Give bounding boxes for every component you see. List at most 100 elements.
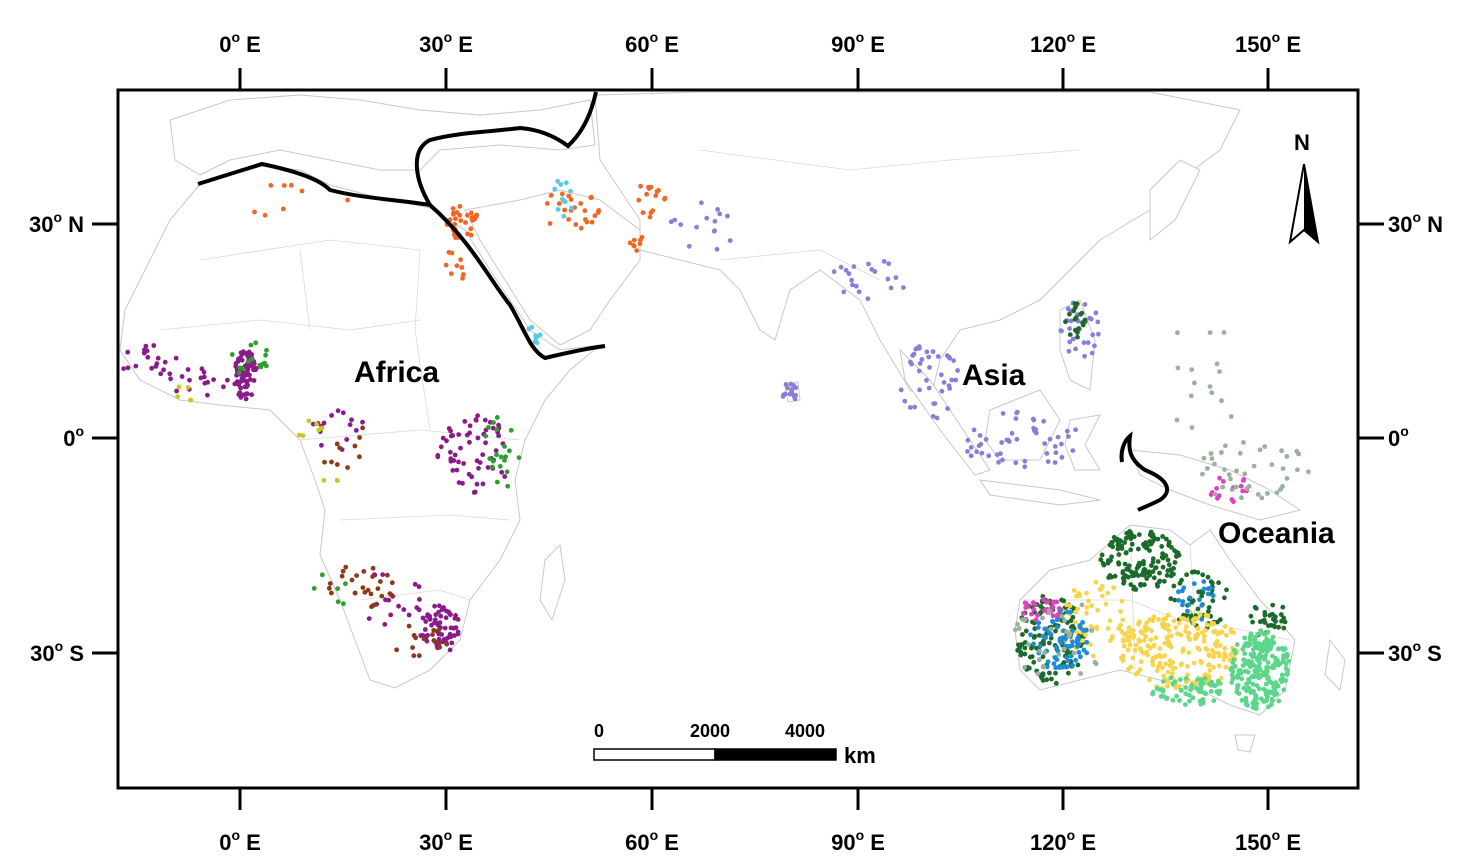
- occurrence-point: [1213, 642, 1219, 647]
- occurrence-point: [699, 200, 704, 206]
- occurrence-point: [1052, 655, 1058, 661]
- occurrence-point: [1229, 629, 1234, 635]
- occurrence-point: [1206, 662, 1211, 668]
- occurrence-point: [1128, 536, 1134, 542]
- north-arrow: N: [1288, 130, 1320, 245]
- occurrence-point: [1201, 455, 1207, 461]
- occurrence-point: [1278, 487, 1283, 492]
- occurrence-point: [1150, 569, 1156, 575]
- occurrence-point: [1231, 657, 1237, 663]
- occurrence-point: [717, 211, 723, 217]
- occurrence-point: [1248, 631, 1254, 637]
- occurrence-point: [1099, 583, 1105, 589]
- occurrence-point: [1147, 617, 1153, 623]
- occurrence-point: [1022, 617, 1028, 623]
- occurrence-point: [322, 459, 327, 465]
- occurrence-point: [1189, 569, 1195, 575]
- occurrence-point: [1159, 544, 1165, 549]
- occurrence-point: [1075, 662, 1081, 668]
- occurrence-point: [1136, 546, 1141, 552]
- occurrence-point: [1073, 346, 1078, 352]
- occurrence-point: [1047, 436, 1053, 442]
- lat-label-left: 0o: [63, 423, 84, 451]
- occurrence-point: [243, 365, 249, 370]
- occurrence-point: [1126, 666, 1131, 672]
- occurrence-point: [1257, 619, 1263, 625]
- occurrence-point: [1211, 665, 1216, 670]
- occurrence-point: [1075, 334, 1080, 340]
- occurrence-point: [1042, 441, 1048, 446]
- occurrence-point: [444, 438, 449, 444]
- occurrence-point: [455, 617, 461, 622]
- occurrence-point: [199, 366, 205, 372]
- occurrence-point: [482, 417, 488, 423]
- occurrence-point: [1009, 430, 1015, 436]
- occurrence-point: [1069, 643, 1075, 648]
- occurrence-point: [1217, 643, 1223, 648]
- occurrence-point: [1281, 625, 1287, 631]
- occurrence-point: [198, 375, 204, 381]
- occurrence-point: [1075, 606, 1081, 612]
- scale-bar: 0 2000 4000 km: [593, 721, 876, 768]
- occurrence-point: [1063, 319, 1068, 325]
- occurrence-point: [1056, 652, 1062, 657]
- occurrence-point: [465, 231, 470, 237]
- occurrence-point: [1210, 598, 1216, 604]
- occurrence-point: [1128, 582, 1134, 587]
- occurrence-point: [1090, 653, 1096, 659]
- occurrence-point: [578, 225, 584, 231]
- occurrence-point: [487, 456, 493, 461]
- occurrence-point: [353, 428, 359, 433]
- occurrence-point: [1043, 626, 1049, 632]
- occurrence-point: [1207, 384, 1213, 389]
- occurrence-point: [1170, 666, 1176, 671]
- occurrence-point: [457, 212, 463, 218]
- occurrence-point: [1119, 629, 1125, 634]
- occurrence-point: [1189, 599, 1195, 605]
- occurrence-point: [268, 183, 274, 188]
- occurrence-point: [434, 620, 439, 626]
- occurrence-point: [310, 421, 316, 427]
- occurrence-point: [646, 184, 651, 190]
- occurrence-point: [1205, 574, 1211, 580]
- occurrence-point: [881, 259, 887, 264]
- occurrence-point: [1257, 652, 1263, 658]
- occurrence-point: [1076, 326, 1082, 331]
- occurrence-point: [423, 619, 429, 624]
- occurrence-point: [1012, 627, 1018, 633]
- occurrence-point: [1040, 654, 1046, 660]
- occurrence-point: [299, 188, 305, 194]
- north-arrow-label: N: [1294, 130, 1310, 155]
- occurrence-point: [1265, 638, 1271, 643]
- occurrence-point: [1140, 650, 1146, 656]
- occurrence-point: [1155, 559, 1161, 564]
- occurrence-point: [1116, 560, 1121, 566]
- occurrence-point: [555, 207, 561, 212]
- occurrence-point: [461, 461, 466, 466]
- occurrence-point: [1215, 631, 1221, 637]
- occurrence-point: [1176, 598, 1182, 603]
- occurrence-point: [321, 420, 327, 426]
- occurrence-point: [953, 377, 959, 383]
- occurrence-point: [334, 441, 340, 447]
- occurrence-point: [978, 441, 984, 447]
- occurrence-point: [1267, 679, 1273, 685]
- occurrence-point: [1183, 685, 1189, 690]
- occurrence-point: [1223, 632, 1229, 638]
- occurrence-point: [505, 483, 511, 489]
- occurrence-point: [1053, 670, 1058, 676]
- occurrence-point: [1147, 572, 1153, 578]
- occurrence-point: [1164, 635, 1170, 641]
- occurrence-point: [352, 590, 358, 596]
- occurrence-point: [647, 214, 653, 220]
- occurrence-point: [1161, 578, 1167, 584]
- occurrence-point: [1240, 488, 1246, 494]
- occurrence-point: [1153, 635, 1159, 641]
- occurrence-point: [977, 433, 983, 438]
- occurrence-point: [582, 208, 588, 214]
- occurrence-point: [449, 640, 455, 646]
- occurrence-point: [872, 269, 878, 274]
- occurrence-point: [1090, 332, 1096, 338]
- occurrence-point: [474, 212, 479, 218]
- occurrence-point: [1208, 682, 1214, 688]
